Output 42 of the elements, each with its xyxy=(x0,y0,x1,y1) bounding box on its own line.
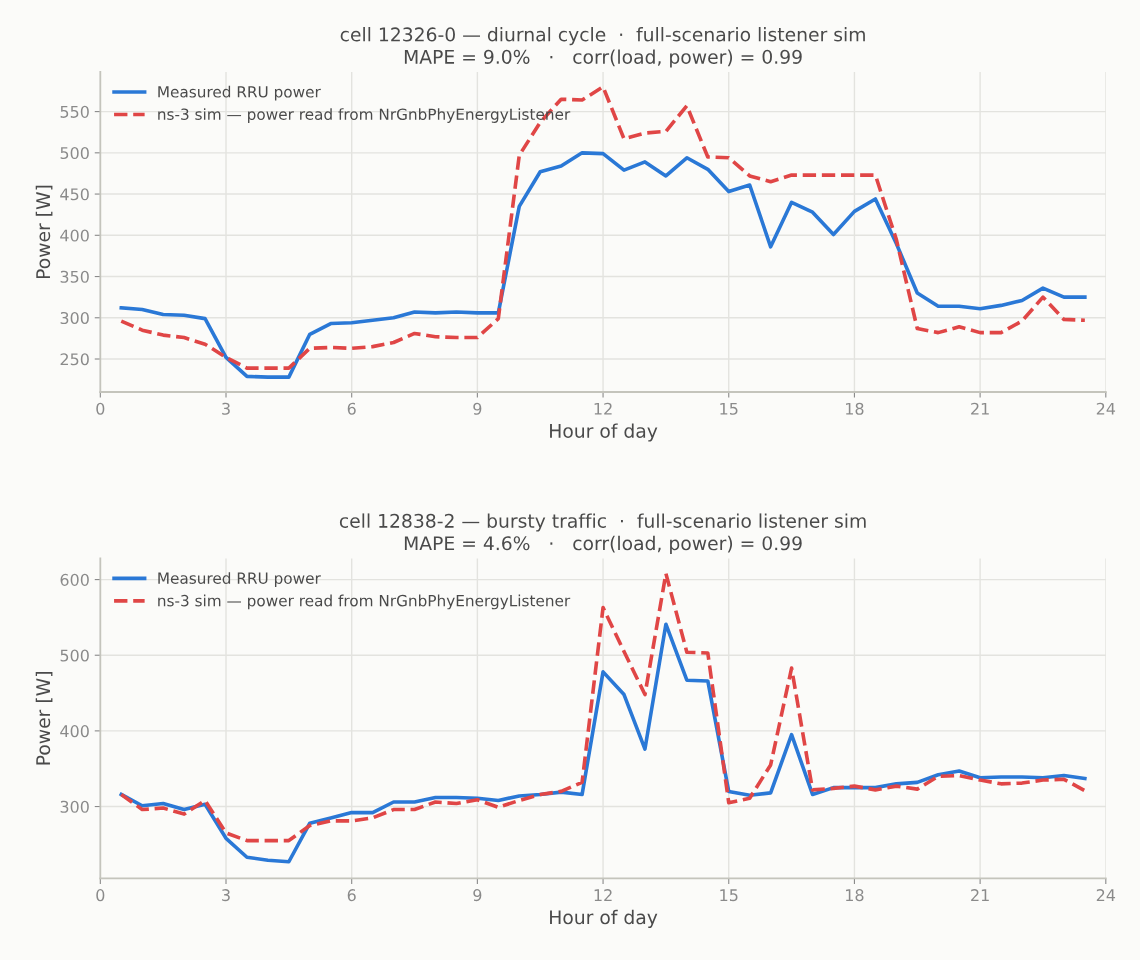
x-tick-label: 15 xyxy=(720,889,738,902)
x-tick-label: 3 xyxy=(222,402,230,415)
y-tick-label: 300 xyxy=(60,800,89,813)
line-series xyxy=(119,85,1087,370)
chart-title: cell 12326-0 — diurnal cycle · full-scenario listener sim MAPE = 9.0% · corr(load, power) = 0.99 xyxy=(340,27,865,68)
y-axis-title: Power [W] xyxy=(35,185,53,279)
x-axis-title: Hour of day xyxy=(550,909,658,928)
line-series xyxy=(119,622,1087,864)
y-tick-label: 350 xyxy=(60,270,89,283)
y-tick-label: 400 xyxy=(60,725,89,738)
y-tick-label: 300 xyxy=(60,311,89,325)
legend-label: Measured RRU power xyxy=(158,572,321,587)
y-axis-title: Power [W] xyxy=(35,672,53,765)
legend-label: ns-3 sim — power read from NrGnbPhyEnergyListener xyxy=(158,594,571,610)
line-series xyxy=(119,151,1087,379)
x-tick-label: 18 xyxy=(846,889,864,902)
x-axis-title: Hour of day xyxy=(550,423,658,442)
x-tick-label: 0 xyxy=(96,889,105,902)
y-tick-label: 500 xyxy=(60,147,89,160)
chart-title: cell 12838-2 — bursty traffic · full-scenario listener sim MAPE = 4.6% · corr(load, power) = 0.99 xyxy=(339,513,866,554)
x-tick-label: 24 xyxy=(1096,402,1116,415)
x-tick-label: 9 xyxy=(473,889,482,902)
x-tick-label: 0 xyxy=(96,402,105,415)
y-tick-label: 600 xyxy=(60,573,89,586)
x-tick-label: 24 xyxy=(1096,889,1116,901)
line-series xyxy=(119,571,1087,843)
x-tick-label: 12 xyxy=(594,402,612,415)
x-tick-label: 18 xyxy=(846,402,864,415)
y-tick-label: 500 xyxy=(60,649,89,662)
y-tick-label: 550 xyxy=(60,105,89,118)
x-tick-label: 6 xyxy=(347,402,356,415)
x-tick-label: 6 xyxy=(347,889,356,902)
x-tick-label: 12 xyxy=(594,889,612,901)
x-tick-label: 15 xyxy=(720,402,738,415)
y-tick-label: 450 xyxy=(60,188,89,201)
y-tick-label: 400 xyxy=(60,229,89,242)
y-tick-label: 250 xyxy=(60,353,89,366)
x-tick-label: 3 xyxy=(222,889,230,902)
legend-label: Measured RRU power xyxy=(158,85,321,101)
x-tick-label: 9 xyxy=(473,402,482,415)
x-tick-label: 21 xyxy=(971,402,989,415)
x-tick-label: 21 xyxy=(971,889,989,901)
